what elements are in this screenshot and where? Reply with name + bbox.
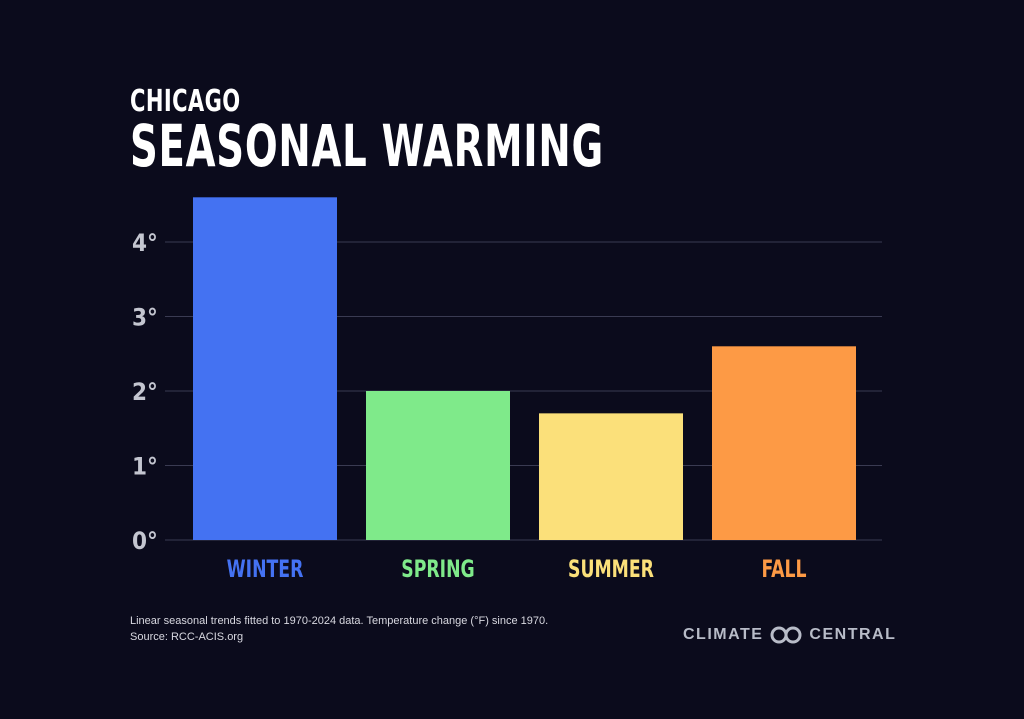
climate-central-logo: CLIMATE CENTRAL [683,626,896,644]
y-tick-label: 4° [132,229,158,257]
source-note: Source: RCC-ACIS.org [130,631,244,643]
bar-spring [366,391,510,540]
y-tick-label: 3° [132,304,158,332]
x-tick-label: FALL [762,556,807,584]
y-tick-label: 0° [132,527,158,555]
logo-text-right: CENTRAL [809,626,897,643]
bar-fall [712,346,856,540]
logo-text-left: CLIMATE [683,626,764,643]
x-tick-label: SPRING [401,556,474,584]
x-tick-label: SUMMER [568,556,654,584]
footnote: Linear seasonal trends fitted to 1970-20… [130,615,549,627]
x-tick-label: WINTER [227,556,304,584]
chart-title: SEASONAL WARMING [130,112,604,180]
logo-rings-icon [770,626,802,644]
y-tick-label: 1° [132,453,158,481]
bar-summer [539,413,683,540]
bar-winter [193,197,337,541]
chart-subtitle: CHICAGO [130,84,241,119]
y-tick-label: 2° [132,378,158,406]
